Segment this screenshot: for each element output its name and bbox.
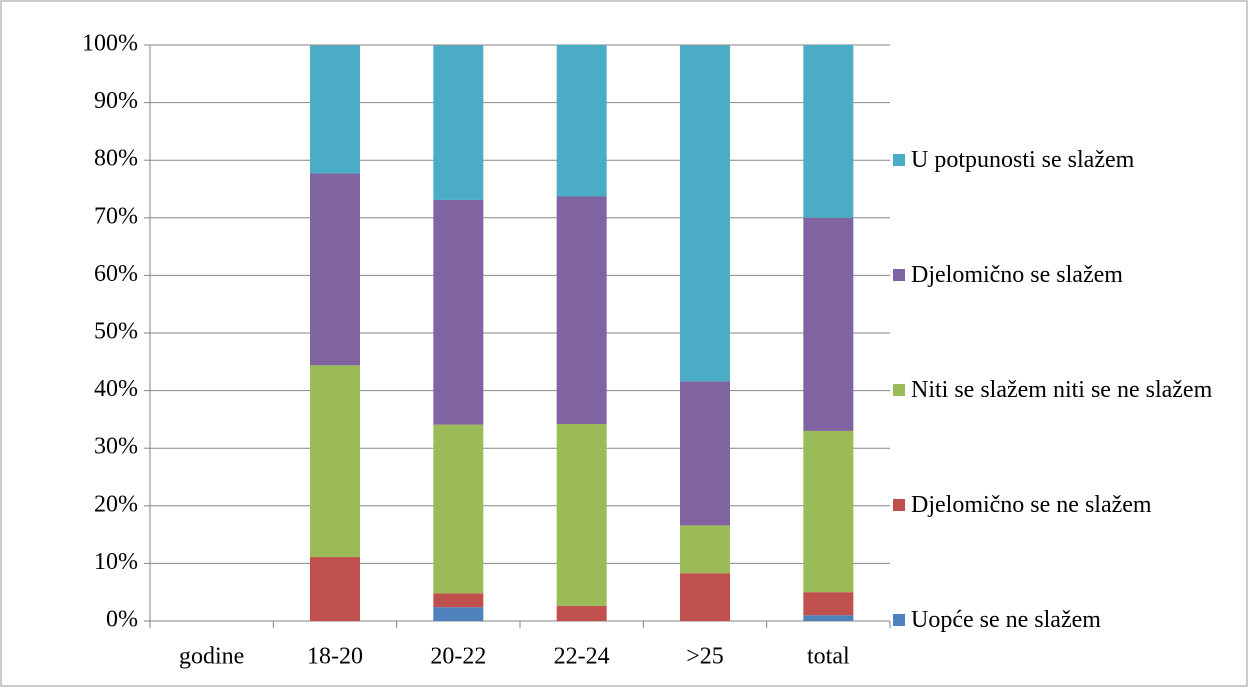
y-tick-label: 100% (82, 31, 138, 57)
legend-item: Djelomično se slažem (893, 257, 1243, 293)
bar-segment (556, 196, 607, 425)
x-tick-label: 20-22 (430, 644, 486, 670)
bar-segment (310, 45, 360, 174)
x-tick-label: 22-24 (554, 644, 610, 670)
bar-segment (433, 593, 484, 608)
y-tick-label: 70% (94, 203, 138, 229)
legend-label: Uopće se ne slažem (911, 607, 1101, 633)
x-tick-label: godine (179, 644, 244, 670)
legend-swatch (893, 499, 905, 511)
bar-segment (803, 430, 854, 593)
legend-swatch (893, 614, 905, 626)
x-tick-label: total (807, 644, 850, 670)
bar-segment (556, 606, 607, 621)
legend-item: Uopće se ne slažem (893, 602, 1243, 638)
bar-segment (680, 525, 730, 574)
bar-segment (310, 557, 360, 621)
y-tick-label: 0% (106, 607, 138, 633)
bar-segment (803, 217, 854, 431)
bar-segment (680, 381, 730, 526)
y-tick-label: 20% (94, 491, 138, 517)
legend-label: Niti se slažem niti se ne slažem (911, 377, 1213, 403)
bar-segment (310, 173, 360, 366)
legend-item: Niti se slažem niti se ne slažem (893, 372, 1243, 408)
legend-label: Djelomično se slažem (911, 262, 1123, 288)
legend-swatch (893, 269, 905, 281)
y-tick-label: 80% (94, 146, 138, 172)
legend-swatch (893, 384, 905, 396)
legend-item: U potpunosti se slažem (893, 142, 1243, 178)
bar-segment (680, 45, 730, 382)
y-tick-label: 10% (94, 549, 138, 575)
bar-segment (433, 45, 484, 200)
bar-segment (803, 45, 854, 218)
bar-segment (433, 199, 484, 425)
y-tick-label: 90% (94, 88, 138, 114)
bar-segment (310, 365, 360, 558)
x-tick-label: >25 (686, 644, 724, 670)
x-tick-label: 18-20 (307, 644, 363, 670)
bar-segment (556, 45, 607, 197)
y-tick-label: 50% (94, 319, 138, 345)
bar-segment (433, 607, 484, 621)
bar-segment (680, 573, 730, 621)
bar-segment (803, 615, 854, 621)
bar-segment (803, 592, 854, 616)
legend-label: U potpunosti se slažem (911, 147, 1135, 173)
y-tick-label: 30% (94, 434, 138, 460)
y-tick-label: 40% (94, 376, 138, 402)
legend-label: Djelomično se ne slažem (911, 492, 1152, 518)
bar-segment (433, 424, 484, 594)
legend-item: Djelomično se ne slažem (893, 487, 1243, 523)
bar-segment (556, 424, 607, 607)
legend-swatch (893, 154, 905, 166)
y-tick-label: 60% (94, 261, 138, 287)
